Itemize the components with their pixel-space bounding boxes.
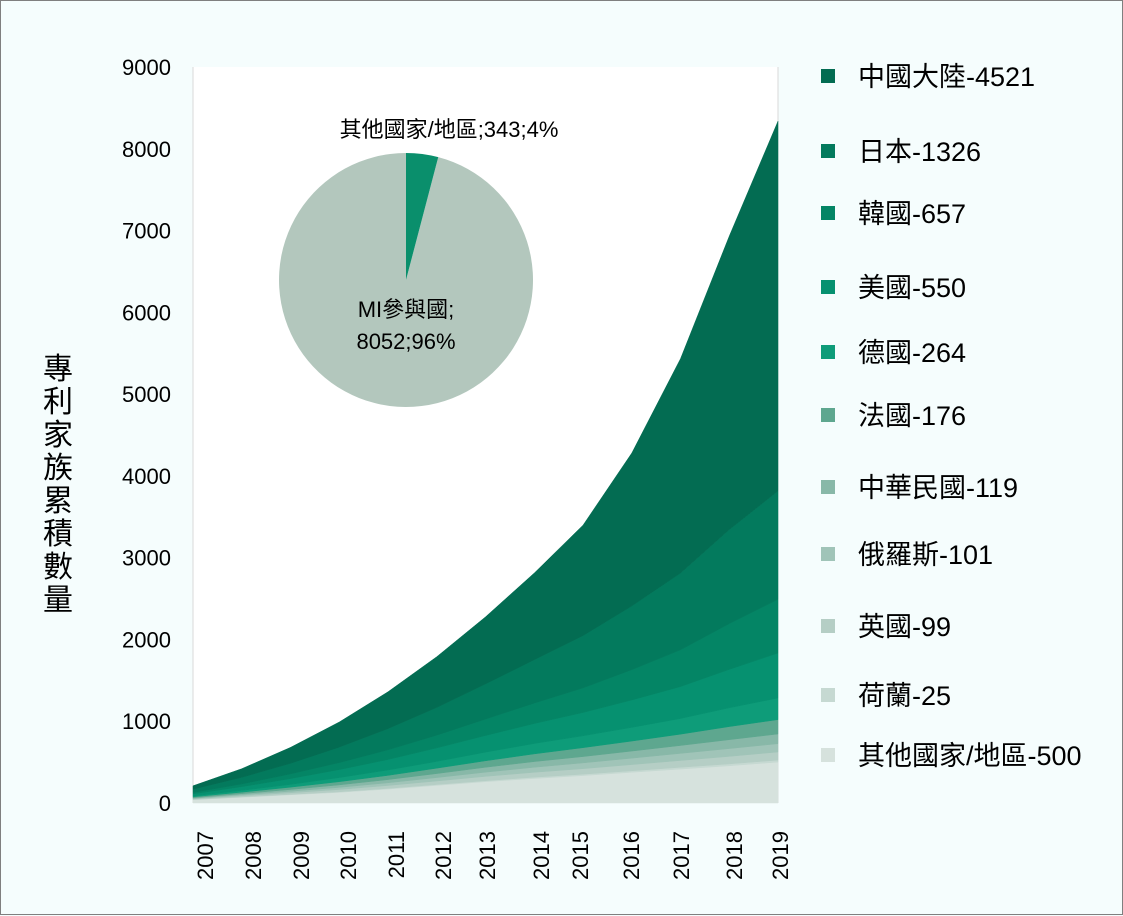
legend-label: 中華民國-119 [858,473,1018,503]
y-tick-label: 2000 [122,627,171,652]
chart-frame: 0 1000 2000 3000 4000 5000 6000 7000 8000 9000 20… [0,0,1123,915]
y-axis-label-char: 族 [43,452,73,485]
y-tick-label: 0 [159,791,171,816]
x-tick-label: 2016 [619,831,644,880]
legend-label: 日本-1326 [858,137,981,167]
legend-swatch [821,408,835,422]
y-axis-label: 專利家族累積數量 [43,353,73,617]
legend-swatch [821,280,835,294]
legend-label: 德國-264 [858,338,966,368]
y-axis-label-char: 家 [43,419,73,452]
legend-label: 韓國-657 [858,199,966,229]
legend-swatch [821,619,835,633]
y-tick-label: 1000 [122,709,171,734]
legend-item: 日本-1326 [821,137,981,167]
legend-item: 其他國家/地區-500 [821,741,1082,771]
legend-item: 美國-550 [821,273,966,303]
legend-item: 荷蘭-25 [821,681,951,711]
x-tick-label: 2011 [384,831,409,878]
y-axis-label-char: 積 [43,518,73,551]
y-axis-ticks: 0 1000 2000 3000 4000 5000 6000 7000 8000 9000 [122,55,171,816]
legend-item: 俄羅斯-101 [821,540,993,570]
legend-label: 其他國家/地區-500 [858,741,1082,771]
legend-item: 中國大陸-4521 [821,62,1035,92]
legend-swatch [821,748,835,762]
y-axis-label-char: 量 [43,584,73,617]
y-tick-label: 5000 [122,382,171,407]
y-tick-label: 9000 [122,55,171,80]
x-tick-label: 2017 [669,831,694,880]
legend-label: 荷蘭-25 [858,681,951,711]
x-tick-label: 2009 [289,831,314,880]
legend-swatch [821,547,835,561]
x-tick-label: 2008 [241,831,266,880]
legend-label: 俄羅斯-101 [858,540,993,570]
y-axis-label-char: 數 [43,551,73,584]
x-tick-label: 2018 [722,831,747,880]
y-tick-label: 4000 [122,464,171,489]
legend-item: 英國-99 [821,612,951,642]
legend-swatch [821,345,835,359]
y-axis-label-char: 累 [43,485,73,518]
legend-item: 韓國-657 [821,199,966,229]
legend-item: 德國-264 [821,338,966,368]
y-tick-label: 8000 [122,137,171,162]
pie-label-mi-value: 8052;96% [356,329,455,354]
y-axis-label-char: 專 [43,353,73,386]
y-axis-label-char: 利 [43,386,73,419]
legend-label: 英國-99 [858,612,951,642]
legend: 中國大陸-4521 日本-1326 韓國-657 美國-550 德國-264 法國-176… [821,62,1082,771]
pie-label-others: 其他國家/地區;343;4% [340,117,559,142]
y-tick-label: 6000 [122,300,171,325]
legend-label: 美國-550 [858,273,966,303]
legend-item: 中華民國-119 [821,473,1018,503]
legend-item: 法國-176 [821,401,966,431]
area-chart: 0 1000 2000 3000 4000 5000 6000 7000 8000 9000 20… [1,1,1123,916]
legend-swatch [821,206,835,220]
legend-swatch [821,144,835,158]
y-tick-label: 7000 [122,219,171,244]
x-tick-label: 2013 [475,831,500,880]
x-tick-label: 2014 [529,831,554,880]
legend-swatch [821,480,835,494]
legend-label: 中國大陸-4521 [858,62,1035,92]
x-tick-label: 2015 [568,831,593,880]
pie-label-mi-name: MI參與國; [358,297,455,322]
x-axis-ticks: 2007 2008 2009 2010 2011 2012 2013 2014 2015 2016… [193,831,793,880]
legend-label: 法國-176 [858,401,966,431]
x-tick-label: 2007 [193,831,218,880]
y-tick-label: 3000 [122,546,171,571]
legend-swatch [821,69,835,83]
x-tick-label: 2010 [336,831,361,880]
x-tick-label: 2012 [431,831,456,880]
legend-swatch [821,688,835,702]
x-tick-label: 2019 [768,831,793,880]
